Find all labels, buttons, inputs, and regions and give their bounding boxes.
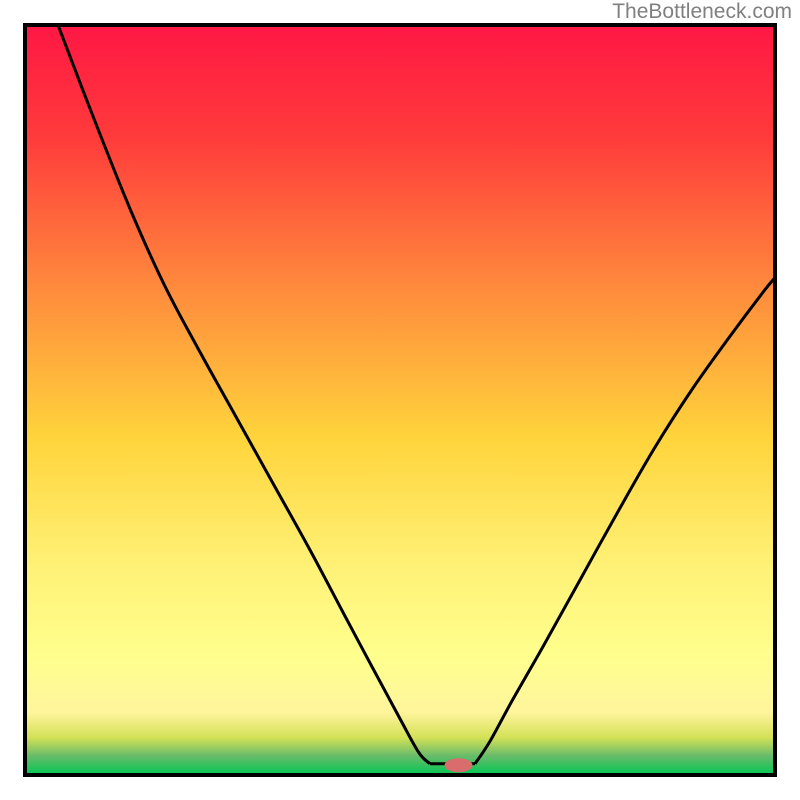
gradient-background xyxy=(25,25,775,775)
plot-area xyxy=(25,25,775,775)
source-watermark: TheBottleneck.com xyxy=(612,0,792,24)
bottleneck-chart xyxy=(0,0,800,800)
optimum-marker xyxy=(445,758,473,772)
